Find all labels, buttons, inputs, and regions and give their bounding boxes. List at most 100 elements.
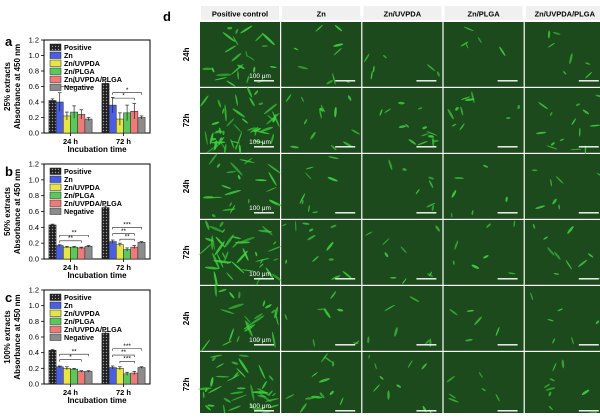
cell	[262, 300, 266, 307]
cell	[259, 263, 264, 268]
cell	[559, 138, 565, 142]
cell	[334, 25, 343, 32]
cell	[238, 291, 241, 299]
y-tick-label: 1.0	[29, 51, 39, 60]
cell	[260, 126, 274, 132]
bar-zn-plga-0	[70, 368, 78, 385]
cell	[233, 123, 242, 133]
cell	[508, 272, 516, 275]
micrograph-background	[524, 286, 600, 351]
cell	[448, 398, 459, 403]
cell	[206, 145, 217, 154]
cell	[463, 26, 474, 32]
cell	[224, 189, 242, 196]
row-label: 72h	[182, 113, 191, 127]
cell	[382, 238, 390, 246]
cell	[255, 33, 264, 42]
cell	[322, 107, 326, 113]
micrograph-tile	[443, 154, 524, 219]
cell	[448, 393, 457, 399]
cell	[319, 107, 324, 112]
micrograph-tile	[524, 88, 600, 155]
cell	[417, 141, 428, 146]
cell	[211, 67, 215, 73]
cell	[455, 106, 459, 111]
micrograph-background	[524, 88, 600, 153]
micrograph-tile	[524, 154, 600, 219]
cell	[365, 231, 373, 236]
micrograph-tile	[443, 352, 524, 417]
significance-bracket: *	[112, 87, 142, 95]
micrograph-tile	[362, 220, 443, 285]
cell	[261, 32, 275, 46]
cell	[258, 364, 266, 379]
cell	[543, 383, 551, 389]
significance-bracket: **	[112, 228, 135, 236]
legend-label: Zn/UVPDA	[64, 59, 100, 68]
bar-negative-1	[137, 367, 146, 385]
column-header: Zn	[317, 10, 327, 19]
significance-label: **	[121, 349, 127, 356]
cell	[546, 145, 558, 150]
bar-positive-1	[101, 332, 110, 385]
cell	[208, 152, 218, 165]
cell	[215, 375, 230, 378]
cell	[408, 139, 417, 145]
cell	[553, 273, 560, 275]
bar-positive-0	[48, 224, 57, 260]
cell	[207, 404, 215, 407]
cell	[241, 269, 256, 272]
legend-swatch	[49, 325, 62, 333]
significance-label: ***	[123, 343, 131, 350]
scale-bar-label: 100 μm	[249, 73, 271, 80]
bar-zn-uvpda-0	[63, 368, 71, 385]
significance-bracket: **	[59, 348, 89, 357]
cell	[285, 259, 287, 264]
y-tick-label: 0.6	[29, 207, 39, 216]
cell	[329, 390, 334, 396]
cell	[211, 121, 220, 125]
cell	[253, 407, 265, 411]
cell	[204, 266, 220, 270]
y-tick-label: 0.8	[29, 67, 39, 76]
cell	[290, 145, 299, 149]
cell	[244, 320, 253, 329]
y-tick-label: 0.8	[29, 317, 39, 326]
cell	[226, 80, 236, 87]
bar-zn-uvpda-plga-1	[130, 246, 139, 260]
cell	[394, 327, 398, 337]
cell	[246, 75, 250, 84]
micrograph-tile: 100 μm	[200, 86, 280, 154]
cell	[294, 220, 297, 232]
cell	[312, 211, 318, 214]
cell	[265, 398, 279, 402]
cell	[253, 130, 270, 135]
bracket-line	[112, 354, 135, 358]
bar-zn-0	[55, 366, 64, 385]
legend-label: Zn	[64, 301, 73, 310]
cell	[575, 103, 581, 106]
cell	[224, 45, 237, 53]
y-tick-label: 0.4	[29, 98, 39, 107]
cell	[236, 250, 248, 264]
cell	[379, 109, 383, 116]
cell	[211, 356, 216, 362]
cell	[227, 26, 233, 30]
cell	[565, 260, 572, 270]
cell	[333, 43, 344, 47]
cell	[198, 243, 212, 256]
significance-bracket: **	[59, 229, 89, 238]
column-header: Zn/PLGA	[468, 10, 501, 19]
cell	[275, 311, 279, 326]
bar-zn-uvpda-plga-1	[130, 372, 139, 385]
cell	[202, 391, 205, 399]
legend-swatch	[49, 191, 62, 199]
y-axis-label: Absorbance at 450 nm	[13, 294, 22, 379]
micrograph-tile	[281, 154, 362, 219]
significance-bracket: **	[59, 235, 82, 243]
bracket-line	[112, 92, 142, 95]
cell	[210, 354, 223, 358]
y-tick-label: 0.4	[29, 223, 39, 232]
scale-bar-label: 100 μm	[249, 337, 271, 344]
